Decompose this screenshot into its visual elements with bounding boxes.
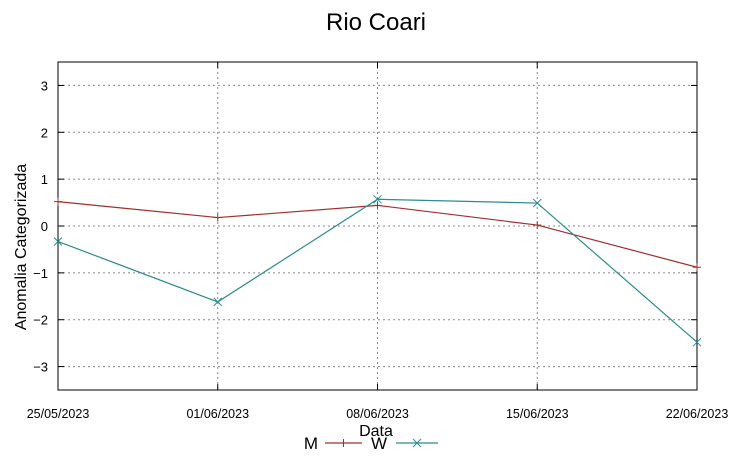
x-axis-label: Data xyxy=(359,423,393,440)
y-axis-label: Anomalia Categorizada xyxy=(13,164,30,330)
data-point-M xyxy=(213,213,222,222)
data-point-M xyxy=(533,221,542,230)
y-tick-label: −1 xyxy=(33,266,48,281)
data-point-W xyxy=(53,237,63,246)
data-point-M xyxy=(373,201,382,210)
y-tick-label: −2 xyxy=(33,313,48,328)
data-point-W xyxy=(213,297,223,307)
y-tick-label: 2 xyxy=(41,125,48,140)
x-tick-label: 15/06/2023 xyxy=(506,407,569,421)
x-tick-label: 22/06/2023 xyxy=(666,407,729,421)
chart-title: Rio Coari xyxy=(326,9,426,36)
y-tick-label: −3 xyxy=(33,360,48,375)
data-point-W xyxy=(692,337,702,347)
y-tick-label: 0 xyxy=(41,219,48,234)
series-layer xyxy=(53,194,702,347)
legend-label-M: M xyxy=(304,434,318,453)
data-point-W xyxy=(373,194,382,204)
x-axis: 25/05/2023 01/06/2023 08/06/2023 15/06/2023… xyxy=(27,62,729,421)
x-tick-label: 08/06/2023 xyxy=(346,407,409,421)
x-tick-label: 25/05/2023 xyxy=(27,407,90,421)
data-point-M xyxy=(54,197,62,206)
series-line-W xyxy=(57,198,698,343)
legend-marker-W xyxy=(412,438,422,448)
x-tick-label: 01/06/2023 xyxy=(186,407,249,421)
grid-lines xyxy=(58,62,697,390)
data-point-W xyxy=(532,198,542,208)
data-point-M xyxy=(693,263,701,272)
y-tick-label: 3 xyxy=(41,78,48,93)
y-axis: 3 2 1 0 −1 −2 −3 xyxy=(33,78,697,375)
y-tick-label: 1 xyxy=(41,172,48,187)
legend-label-W: W xyxy=(371,434,387,453)
legend-marker-M xyxy=(339,439,348,447)
